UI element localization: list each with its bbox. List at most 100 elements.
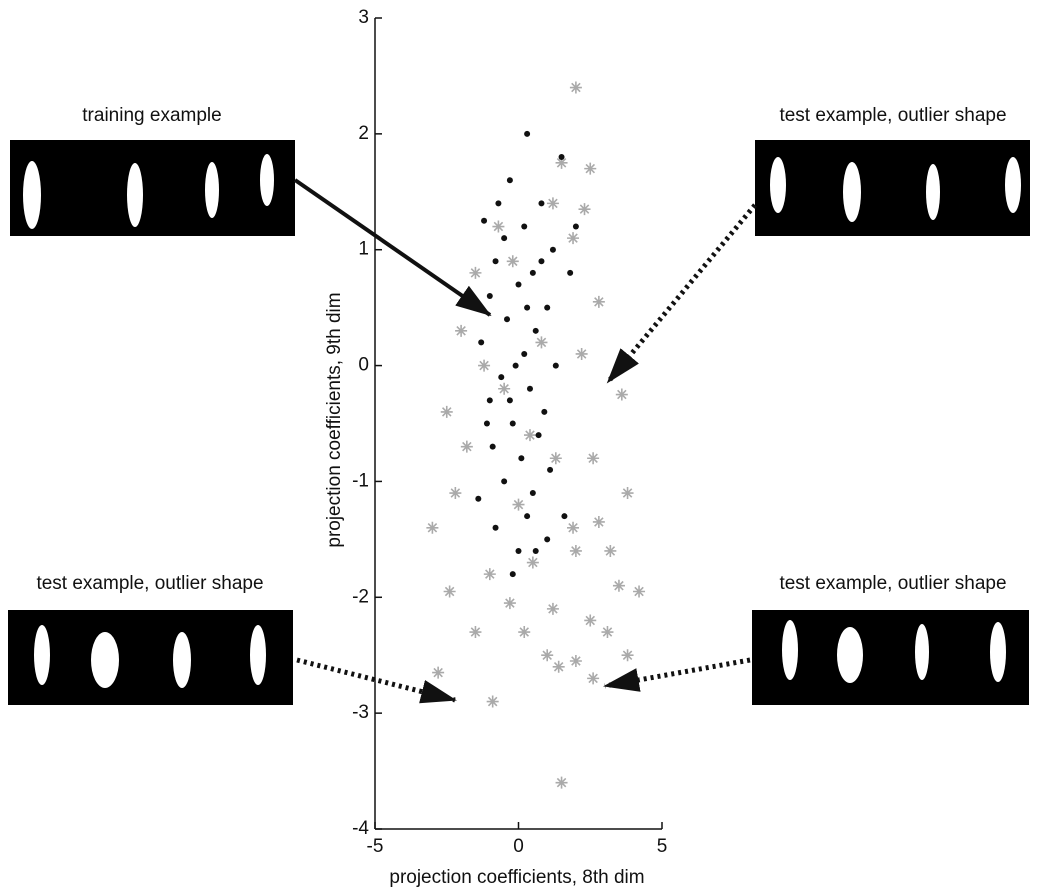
arrow: [606, 203, 757, 384]
star-point: [492, 220, 505, 233]
dot-point: [498, 374, 505, 381]
dot-point: [524, 513, 531, 520]
annotation: training example: [82, 105, 221, 126]
y-axis-label: projection coefficients, 9th dim: [324, 292, 345, 547]
dot-point: [521, 223, 528, 230]
dot-point: [544, 304, 551, 311]
dot-point: [535, 432, 542, 439]
dot-point: [506, 177, 513, 184]
star-point: [443, 585, 456, 598]
star-point: [621, 649, 634, 662]
star-point: [426, 521, 439, 534]
image-panel: [752, 610, 1029, 705]
y-tick-label: -3: [352, 702, 369, 723]
dot-point: [567, 269, 574, 276]
dot-point: [509, 571, 516, 578]
star-point: [518, 626, 531, 639]
dot-point: [492, 258, 499, 265]
arrow: [293, 178, 492, 317]
plot: -4 -3 -2 -1 0 1 2 3 -5 0 5: [352, 7, 667, 857]
star-point: [578, 203, 591, 216]
arrow: [296, 657, 457, 704]
star-point: [555, 156, 568, 169]
star-point: [601, 626, 614, 639]
star-point: [498, 382, 511, 395]
dot-point: [524, 130, 531, 137]
star-point: [567, 232, 580, 245]
y-tick-label: 2: [358, 123, 369, 144]
dot-point: [481, 217, 488, 224]
star-point: [552, 660, 565, 673]
dot-point: [552, 362, 559, 369]
star-point: [592, 515, 605, 528]
annotation: test example, outlier shape: [36, 573, 263, 594]
y-tick-label: -1: [352, 470, 369, 491]
dot-point: [515, 281, 522, 288]
star-point: [440, 405, 453, 418]
star-point: [546, 602, 559, 615]
y-tick-label: 0: [358, 355, 369, 376]
image-panel: [8, 610, 293, 705]
star-point: [526, 556, 539, 569]
dot-point: [532, 327, 539, 334]
star-point: [523, 429, 536, 442]
dot-point: [501, 478, 508, 485]
star-point: [587, 672, 600, 685]
star-point: [604, 544, 617, 557]
dot-point: [504, 316, 511, 323]
star-point: [633, 585, 646, 598]
x-tick-label: 0: [513, 836, 524, 857]
star-point: [621, 487, 634, 500]
x-axis-label: projection coefficients, 8th dim: [389, 867, 644, 888]
star-point: [587, 452, 600, 465]
star-point: [546, 197, 559, 210]
star-point: [612, 579, 625, 592]
dot-point: [512, 362, 519, 369]
star-point: [486, 695, 499, 708]
annotation: test example, outlier shape: [779, 573, 1006, 594]
star-point: [592, 295, 605, 308]
star-point: [569, 81, 582, 94]
dot-point: [526, 385, 533, 392]
dot-point: [541, 408, 548, 415]
arrow: [603, 657, 751, 692]
star-point: [549, 452, 562, 465]
star-point: [483, 568, 496, 581]
star-point: [567, 521, 580, 534]
star-point: [432, 666, 445, 679]
dot-point: [572, 223, 579, 230]
dot-point: [538, 200, 545, 207]
star-point: [535, 336, 548, 349]
dot-point: [547, 466, 554, 473]
dot-point: [509, 420, 516, 427]
dot-point: [501, 235, 508, 242]
dot-point: [561, 513, 568, 520]
star-point: [541, 649, 554, 662]
star-point: [469, 626, 482, 639]
dot-point: [521, 350, 528, 357]
star-point: [478, 359, 491, 372]
dot-point: [529, 269, 536, 276]
dot-point: [532, 547, 539, 554]
star-point: [449, 487, 462, 500]
dot-point: [483, 420, 490, 427]
star-point: [584, 614, 597, 627]
star-point: [569, 655, 582, 668]
arrows: [293, 178, 757, 704]
image-panel: [10, 140, 295, 236]
y-tick-label: 1: [358, 239, 369, 260]
dot-point: [515, 547, 522, 554]
y-tick-label: 3: [358, 7, 369, 28]
dot-point: [544, 536, 551, 543]
x-tick-label: 5: [657, 836, 668, 857]
image-panel: [755, 140, 1030, 236]
dot-point: [518, 455, 525, 462]
star-point: [512, 498, 525, 511]
dot-point: [492, 524, 499, 531]
dot-point: [506, 397, 513, 404]
dot-point: [478, 339, 485, 346]
dot-point: [489, 443, 496, 450]
star-point: [455, 324, 468, 337]
star-point: [460, 440, 473, 453]
